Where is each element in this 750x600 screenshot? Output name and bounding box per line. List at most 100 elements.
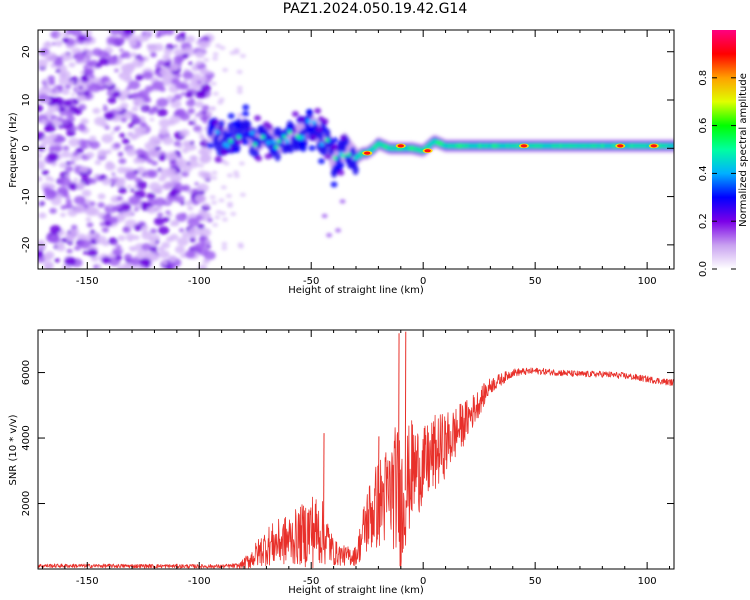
spectrogram-cell	[128, 80, 141, 90]
snr-spike	[401, 500, 403, 553]
snr-x-tick-label: 100	[638, 576, 657, 587]
spectrogram-cell	[156, 97, 169, 108]
spectrogram-cell	[158, 127, 169, 135]
snr-x-tick-label: -50	[303, 576, 319, 587]
spectrogram-cell	[130, 257, 141, 266]
spectrogram-y-axis-label: Frequency (Hz)	[8, 112, 19, 188]
spectrogram-cell	[74, 204, 86, 214]
spectrogram-cell	[109, 30, 121, 36]
spectrogram-cell	[142, 71, 154, 80]
track-band	[206, 104, 674, 238]
spectrogram-cell	[38, 176, 43, 182]
spectrogram-cell	[176, 73, 182, 78]
spectrogram-cell	[225, 193, 232, 198]
spectrogram-cell	[95, 62, 102, 69]
spectrogram-cell	[51, 162, 57, 167]
spectrogram-cell	[178, 155, 183, 159]
spectrogram-cell	[99, 174, 107, 180]
spectrogram-cell	[85, 207, 97, 216]
spectrogram-cell	[143, 96, 151, 102]
spectrogram-cell	[107, 96, 117, 104]
spectrogram-cell	[227, 203, 234, 208]
spectrogram-cell	[48, 79, 56, 85]
spectrogram-cell	[63, 99, 73, 107]
spectrogram-cell	[217, 100, 224, 105]
spectrogram-cell	[41, 169, 49, 176]
spectrogram-cell	[80, 76, 90, 83]
track-core	[255, 138, 263, 149]
spectrogram-cell	[201, 217, 208, 222]
spectrogram-cell	[315, 126, 323, 133]
spectrogram-cell	[50, 30, 61, 39]
spectrogram-cell	[200, 242, 207, 248]
spectrogram-cell	[181, 231, 191, 239]
spectrogram-cell	[70, 30, 83, 37]
spectrogram-cell	[59, 111, 66, 117]
spectrogram-cell	[119, 48, 124, 52]
spectrogram-cell	[157, 59, 166, 67]
spectrogram-cell	[153, 217, 165, 226]
snr-y-axis-label: SNR (10 * v/v)	[8, 414, 19, 485]
spectrogram-cell	[113, 43, 118, 47]
spectrogram-cell	[39, 142, 47, 148]
spectrogram-cell	[122, 226, 131, 234]
spectrogram-cell	[170, 222, 175, 227]
spectrogram-cell	[310, 134, 318, 141]
spectrogram-cell	[139, 121, 147, 128]
spectrogram-cell	[198, 40, 208, 49]
spectrogram-cell	[87, 49, 92, 53]
spectrogram-cell	[317, 158, 325, 165]
spectrogram-cell	[178, 228, 185, 233]
spectrogram-cell	[324, 153, 332, 160]
colorbar-label: Normalized spectral amplitude	[738, 73, 749, 227]
snr-y-tick-label: 6000	[21, 360, 32, 385]
spectrogram-cell	[68, 56, 74, 60]
colorbar: 0.0 0.2 0.4 0.6 0.8 Normalized spectral ampl…	[698, 30, 749, 277]
spectrogram-cell	[116, 195, 124, 201]
spectrogram-cell	[42, 78, 48, 83]
spectrogram-cell	[69, 160, 76, 165]
spectrogram-cell	[164, 30, 175, 36]
spectrogram-cell	[95, 235, 107, 245]
spectrogram-cell	[49, 225, 61, 234]
spectrogram-cell	[79, 166, 89, 173]
spectrogram-cell	[184, 141, 192, 147]
spectrogram-cell	[79, 123, 84, 127]
spectrogram-cell	[189, 155, 198, 163]
spectrogram-cell	[146, 206, 157, 214]
spectrogram-cell	[157, 212, 164, 218]
spectrogram-cell	[125, 86, 131, 91]
spectrogram-cell	[230, 211, 237, 216]
track-inner	[228, 138, 234, 144]
spectrogram-cell	[102, 107, 109, 112]
spectrogram-cell	[126, 132, 133, 137]
spectrogram-x-tick-label: 50	[529, 276, 542, 287]
spectrogram-cell	[132, 97, 145, 107]
spectrogram-cell	[197, 80, 202, 85]
spectrogram-cell	[85, 67, 95, 75]
spectrogram-cell	[242, 110, 250, 117]
spectrogram-cell	[103, 111, 115, 121]
spectrogram-cell	[77, 34, 87, 42]
spectrogram-cell	[115, 178, 125, 185]
spectrogram-cell	[112, 175, 118, 180]
spectrogram-cell	[65, 174, 70, 178]
spectrogram-cell	[60, 205, 67, 210]
spectrogram-cell	[51, 89, 57, 93]
spectrogram-cell	[101, 75, 110, 83]
spectrogram-cell	[133, 235, 140, 241]
snr-y-tick-label: 2000	[21, 491, 32, 516]
spectrogram-cell	[73, 108, 83, 115]
spectrogram-cell	[131, 113, 137, 118]
spectrogram-cell	[121, 51, 131, 59]
snr-x-axis-label: Height of straight line (km)	[288, 585, 424, 596]
track-inner	[225, 143, 231, 149]
spectrogram-cell	[158, 154, 167, 162]
spectrogram-cell	[44, 126, 51, 132]
spectrogram-cell	[170, 99, 182, 109]
spectrogram-cell	[181, 164, 193, 173]
spectrogram-cell	[135, 119, 140, 123]
spectrogram-cell	[56, 244, 66, 252]
track-inner	[265, 140, 271, 145]
spectrogram-cell	[194, 182, 199, 186]
